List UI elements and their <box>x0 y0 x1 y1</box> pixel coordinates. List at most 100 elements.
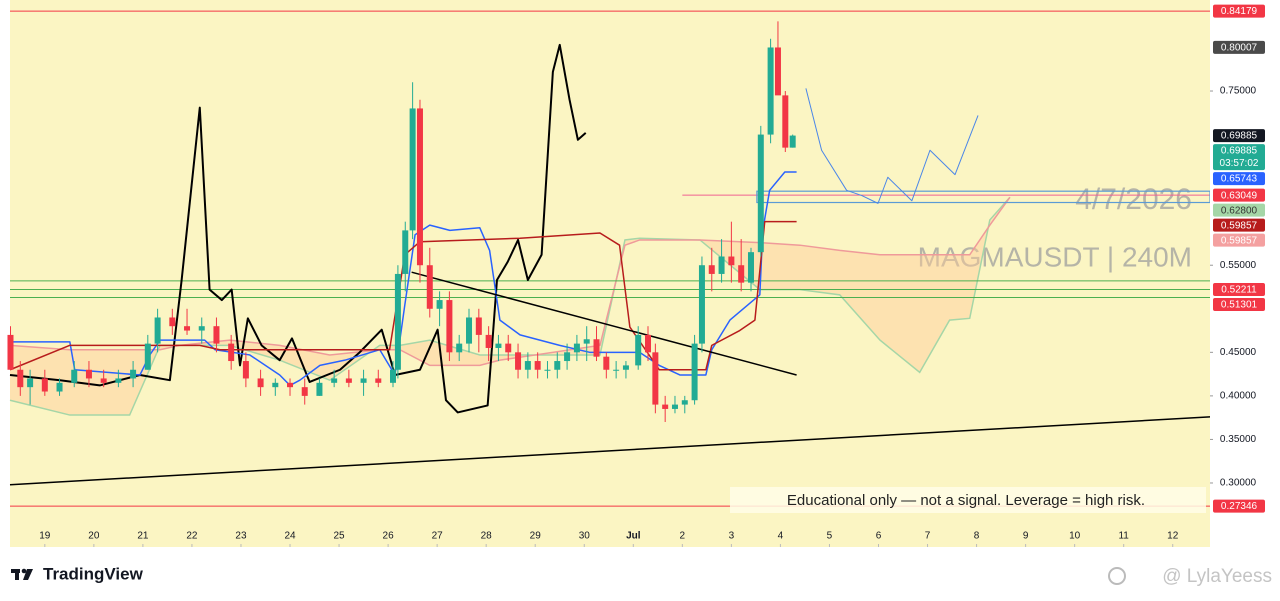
candle-body <box>613 369 620 371</box>
candle-body <box>515 352 522 370</box>
x-tick-label: 24 <box>284 531 296 542</box>
candle-body <box>635 334 642 366</box>
watermark: @ LylaYeess <box>1162 566 1272 587</box>
candle-body <box>85 369 92 379</box>
footer-logo <box>11 568 33 580</box>
candle-body <box>409 108 416 231</box>
y-tick-label: 0.55000 <box>1220 260 1257 271</box>
annotation-box <box>730 487 1206 513</box>
brand: TradingView <box>43 564 144 583</box>
candle-body <box>360 378 367 383</box>
x-tick-label: 9 <box>1023 531 1029 542</box>
countdown: 03:57:02 <box>1220 158 1259 169</box>
candle-body <box>272 382 279 388</box>
price-tag <box>1213 203 1265 217</box>
x-tick-label: 4 <box>778 531 784 542</box>
candle-body <box>782 95 789 148</box>
overlay-line <box>10 171 797 387</box>
candle-body <box>708 265 715 274</box>
y-tick-label: 0.75000 <box>1220 86 1257 97</box>
candle-body <box>402 230 409 274</box>
candle-body <box>287 382 294 388</box>
candle-body <box>446 300 453 353</box>
candle-body <box>603 356 610 370</box>
price-tag <box>1213 218 1265 232</box>
date-watermark: 4/7/2026 <box>1075 183 1192 216</box>
candle-body <box>485 334 492 348</box>
candle-body <box>738 265 745 283</box>
candle-body <box>767 47 774 135</box>
price-tag-label: 0.51301 <box>1221 300 1258 311</box>
candle-body <box>698 265 705 344</box>
x-tick-label: 5 <box>827 531 833 542</box>
candle-body <box>257 378 264 388</box>
price-tag-label: 0.80007 <box>1221 43 1258 54</box>
candle-body <box>544 369 551 371</box>
candle-body <box>593 339 600 357</box>
price-tag-label: 0.65743 <box>1221 174 1258 185</box>
x-tick-label: 25 <box>333 531 345 542</box>
y-tick-label: 0.30000 <box>1220 478 1257 489</box>
overlay-line <box>9 220 797 371</box>
overlay-line <box>9 43 587 414</box>
candle-body <box>645 334 652 353</box>
candle-body <box>789 135 796 148</box>
candle-body <box>564 352 571 362</box>
candle-body <box>301 387 308 396</box>
x-tick-label: 12 <box>1167 531 1179 542</box>
logo-part <box>23 569 33 580</box>
candle-body <box>718 256 725 274</box>
x-tick-label: 7 <box>925 531 931 542</box>
x-tick-label: 2 <box>680 531 686 542</box>
price-tag <box>1213 40 1265 54</box>
candle-body <box>747 252 754 283</box>
price-tag-label: 0.59857 <box>1221 235 1258 246</box>
price-tag-label: 0.27346 <box>1221 501 1258 512</box>
price-tag-label: 0.63049 <box>1221 190 1258 201</box>
x-tick-label: 21 <box>137 531 149 542</box>
candle-body <box>524 361 531 370</box>
candle-body <box>554 361 561 370</box>
cloud-span-b <box>9 196 1011 367</box>
candle-body <box>456 343 463 353</box>
x-tick-label: 26 <box>383 531 395 542</box>
candle-body <box>375 378 382 383</box>
overlay-line <box>9 416 1213 486</box>
candle-body <box>652 352 659 405</box>
candle-body <box>622 365 629 370</box>
y-tick-label: 0.45000 <box>1220 347 1257 358</box>
candle-body <box>534 361 541 370</box>
price-tag <box>1213 172 1265 186</box>
candle-body <box>416 108 423 266</box>
watermark-icon <box>1108 567 1126 585</box>
candle-body <box>774 47 781 96</box>
candle-body <box>130 369 137 379</box>
candle-body <box>691 343 698 401</box>
symbol-watermark: MAGMAUSDT | 240M <box>918 241 1192 272</box>
price-tag <box>1213 298 1265 312</box>
candle-body <box>154 317 161 344</box>
candle-body <box>100 378 107 383</box>
price-tag <box>1213 233 1265 247</box>
x-tick-label: 3 <box>729 531 735 542</box>
candle-body <box>583 339 590 344</box>
annotation: Educational only — not a signal. Leverag… <box>787 492 1145 509</box>
candle-body <box>213 326 220 344</box>
candle-body <box>662 404 669 409</box>
price-tag <box>1213 129 1265 143</box>
x-tick-label: 20 <box>88 531 100 542</box>
price-tag <box>1213 283 1265 297</box>
x-tick-label: 8 <box>974 531 980 542</box>
candle-body <box>242 361 249 379</box>
y-tick-label: 0.40000 <box>1220 391 1257 402</box>
x-tick-label: 6 <box>876 531 882 542</box>
x-tick-label: 10 <box>1069 531 1081 542</box>
price-tag-label: 0.59857 <box>1221 220 1258 231</box>
price-tag-label: 0.69885 <box>1221 146 1258 157</box>
price-tag <box>1213 4 1265 18</box>
candle-body <box>331 378 338 383</box>
candle-body <box>495 343 502 348</box>
candle-body <box>436 300 443 309</box>
x-tick-label: 29 <box>530 531 542 542</box>
logo-part <box>21 568 27 574</box>
